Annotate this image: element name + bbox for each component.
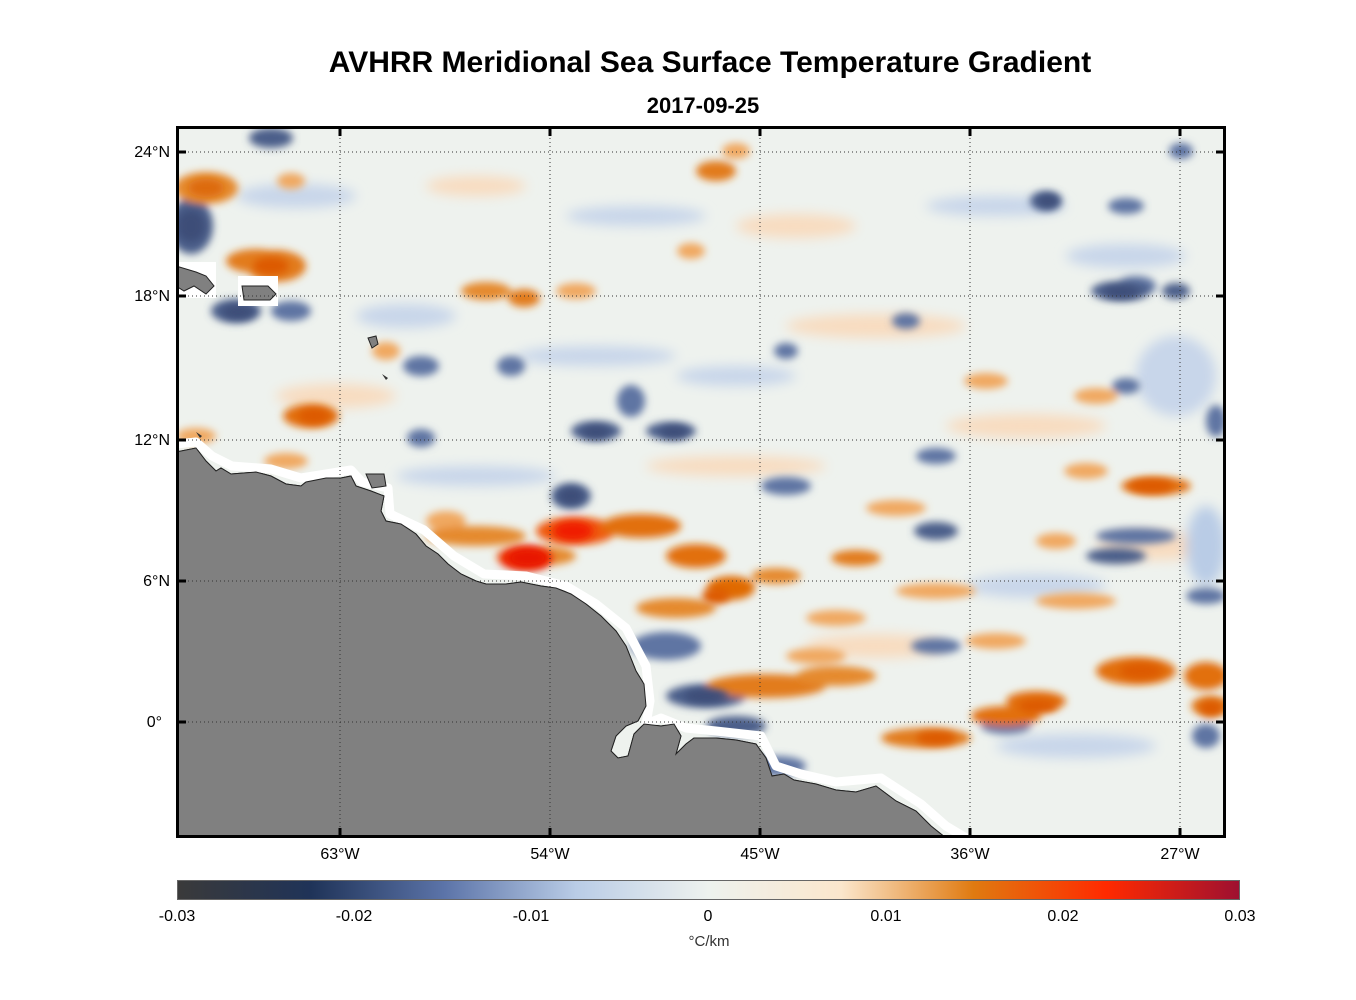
colorbar-unit: °C/km [688, 933, 730, 950]
land-outline [176, 447, 947, 838]
lat-label-18n: 18°N [134, 288, 170, 305]
lat-label-12n: 12°N [134, 432, 170, 449]
map-ticks [176, 126, 1226, 838]
island-small-3 [196, 432, 202, 438]
colorbar-tick: -0.01 [512, 908, 550, 925]
chart-title: AVHRR Meridional Sea Surface Temperature… [328, 46, 1092, 79]
map-frame [176, 126, 1226, 838]
colorbar-tick: 0.03 [1224, 908, 1256, 925]
gradient-field [236, 176, 1226, 758]
lon-label-54w: 54°W [530, 846, 570, 863]
chart-subtitle: 2017-09-25 [646, 93, 760, 118]
sst-gradient-map [176, 126, 1226, 838]
lon-label-63w: 63°W [320, 846, 360, 863]
colorbar-tick: 0 [703, 908, 713, 925]
colorbar-tick: 0.02 [1047, 908, 1079, 925]
island-small-1 [367, 335, 379, 349]
lat-label-0: 0° [146, 714, 162, 731]
island-small-2 [382, 374, 388, 380]
island-trinidad [365, 473, 387, 489]
coastal-no-data [176, 437, 969, 838]
lon-label-36w: 36°W [950, 846, 990, 863]
colorbar-tick: 0.01 [870, 908, 902, 925]
colorbar-tick: -0.03 [158, 908, 196, 925]
island-puerto-rico [241, 285, 277, 301]
colorbar-tick: -0.02 [335, 908, 373, 925]
lon-label-45w: 45°W [740, 846, 780, 863]
map-grid [176, 126, 1226, 838]
lon-label-27w: 27°W [1160, 846, 1200, 863]
colorbar [177, 880, 1240, 900]
lat-label-6n: 6°N [143, 573, 170, 590]
gradient-cores [177, 179, 1223, 745]
map-panel [176, 126, 1226, 838]
lat-label-24n: 24°N [134, 144, 170, 161]
